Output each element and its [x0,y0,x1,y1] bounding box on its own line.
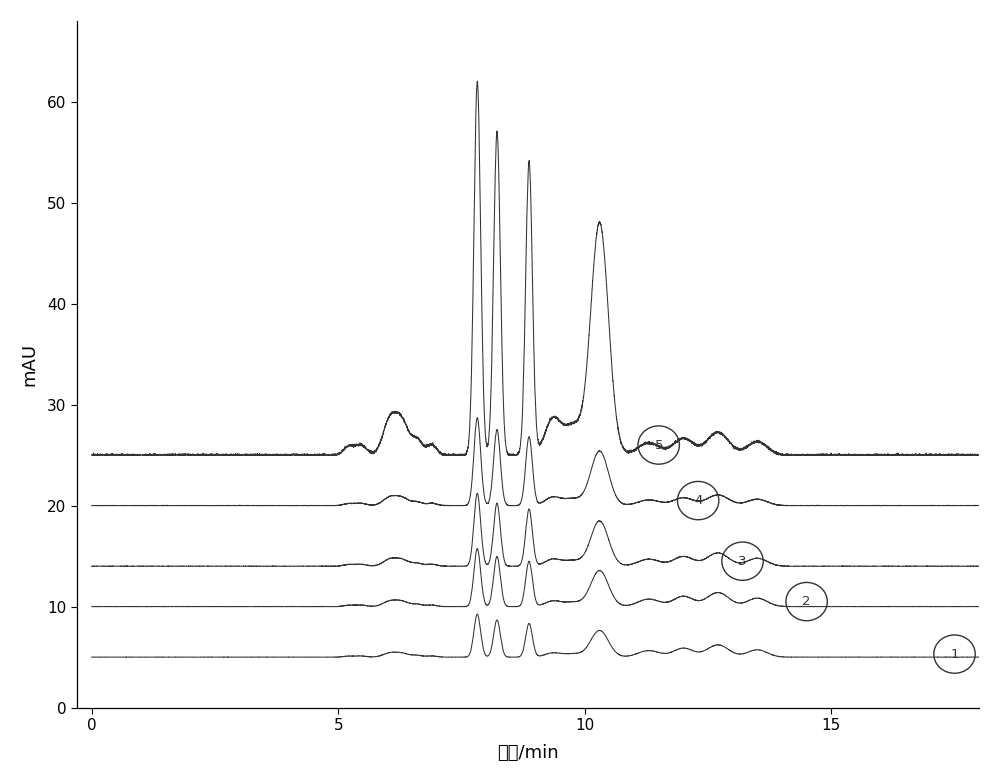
Text: 5: 5 [654,438,663,452]
Y-axis label: mAU: mAU [21,343,39,386]
Text: 4: 4 [694,494,702,507]
Text: 1: 1 [950,648,959,661]
Text: 2: 2 [802,595,811,608]
X-axis label: 时间/min: 时间/min [497,744,559,762]
Text: 3: 3 [738,554,747,568]
